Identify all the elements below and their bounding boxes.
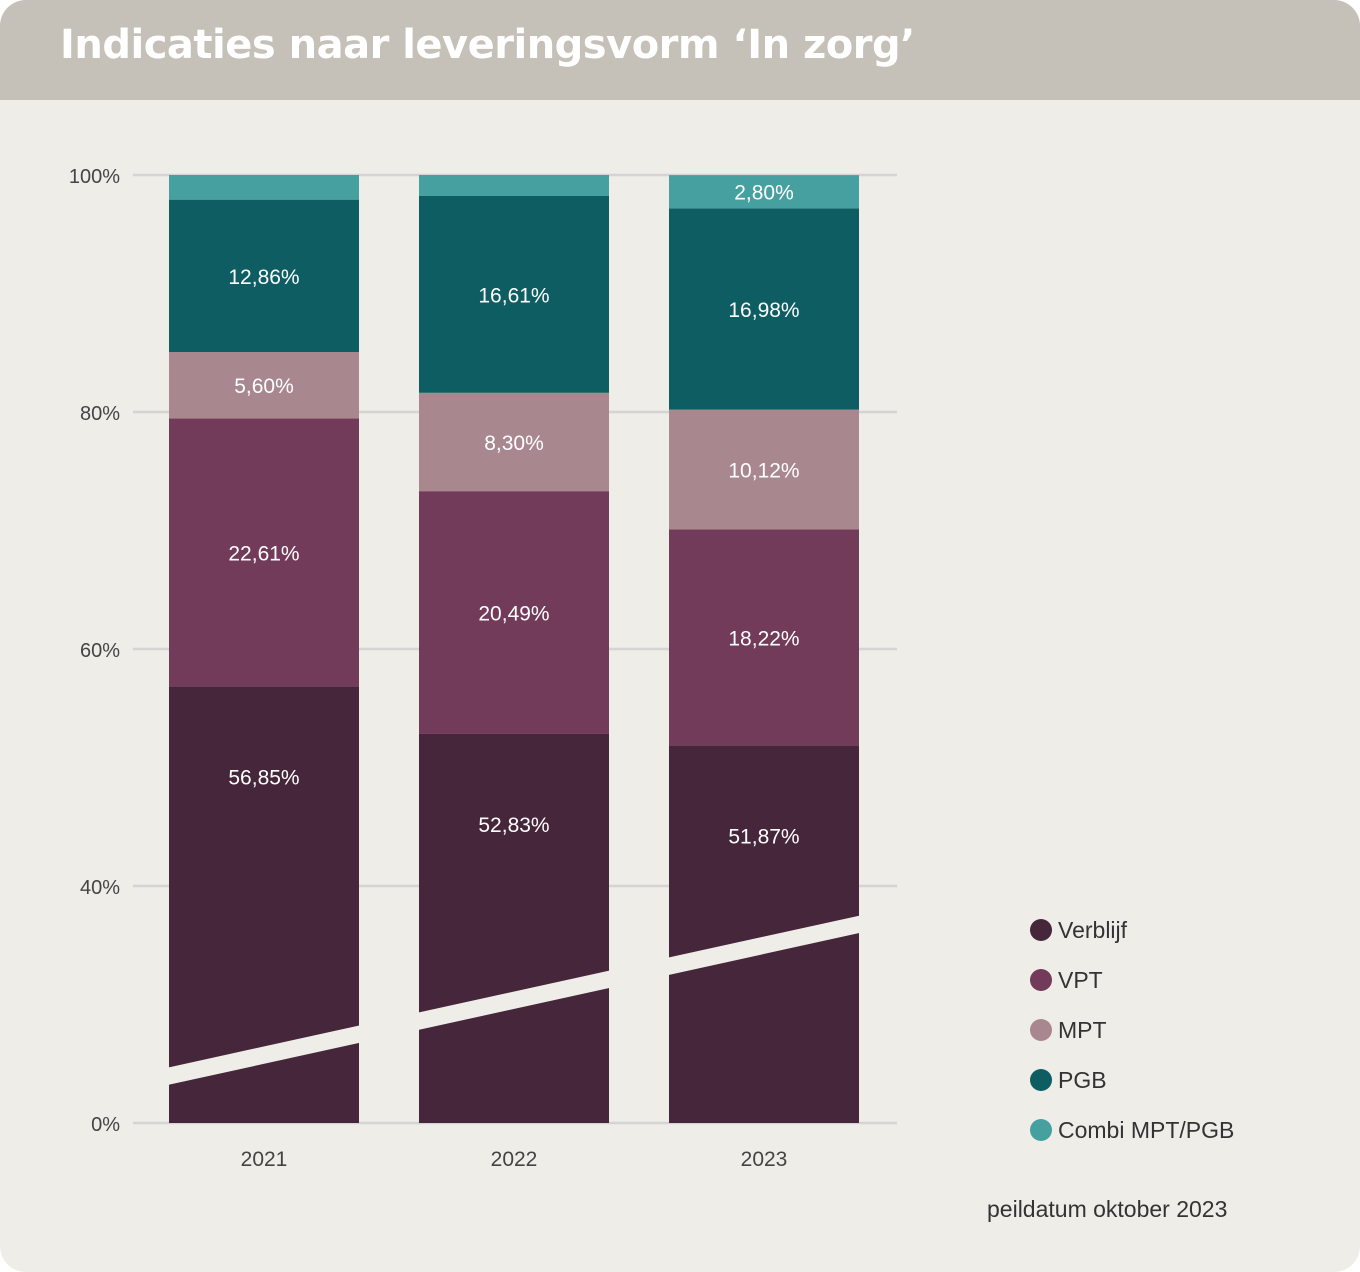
data-label: 22,61% (228, 542, 299, 565)
data-label: 2,80% (734, 182, 794, 205)
bar-segment (419, 491, 609, 734)
y-tick-label: 40% (80, 877, 120, 899)
data-label: 20,49% (478, 603, 549, 626)
legend-label: VPT (1058, 966, 1103, 993)
data-label: 16,61% (478, 284, 549, 307)
bar-segment (419, 733, 609, 1123)
data-label: 10,12% (728, 459, 799, 482)
legend-swatch (1030, 969, 1052, 991)
data-label: 8,30% (484, 432, 544, 455)
data-label: 16,98% (728, 299, 799, 322)
legend-label: Combi MPT/PGB (1058, 1116, 1235, 1143)
legend-item: Verblijf (1030, 905, 1234, 955)
bar-segment (169, 199, 359, 353)
bar-segment (669, 208, 859, 410)
legend-item: PGB (1030, 1055, 1234, 1105)
data-label: 18,22% (728, 627, 799, 650)
bar-segment (419, 175, 609, 196)
data-label: 52,83% (478, 814, 549, 837)
bar-segment (419, 392, 609, 492)
x-tick-label: 2022 (491, 1148, 538, 1171)
bar-segment (419, 195, 609, 393)
data-label: 56,85% (228, 766, 299, 789)
y-tick-label: 100% (69, 166, 120, 188)
x-tick-label: 2023 (741, 1148, 788, 1171)
legend-label: PGB (1058, 1066, 1107, 1093)
footnote: peildatum oktober 2023 (987, 1196, 1228, 1222)
y-tick-label: 80% (80, 403, 120, 425)
legend-item: VPT (1030, 955, 1234, 1005)
legend-swatch (1030, 1119, 1052, 1141)
legend-item: MPT (1030, 1005, 1234, 1055)
data-label: 51,87% (728, 825, 799, 848)
data-label: 12,86% (228, 266, 299, 289)
data-label: 5,60% (234, 375, 294, 398)
bar-segment (169, 352, 359, 419)
legend-swatch (1030, 919, 1052, 941)
y-tick-label: 60% (80, 640, 120, 662)
bar-segment (169, 418, 359, 687)
legend-swatch (1030, 1069, 1052, 1091)
bar-segment (669, 175, 859, 209)
y-tick-label: 0% (91, 1114, 120, 1136)
legend-swatch (1030, 1019, 1052, 1041)
x-tick-label: 2021 (241, 1148, 288, 1171)
legend: Verblijf VPT MPT PGB Combi MPT/PGB (1030, 905, 1234, 1155)
bar-segment (669, 409, 859, 530)
legend-item: Combi MPT/PGB (1030, 1105, 1234, 1155)
axis-break-band (158, 913, 872, 1087)
bar-segment (169, 175, 359, 200)
bar-segment (669, 529, 859, 746)
legend-label: MPT (1058, 1016, 1107, 1043)
title-bar: Indicaties naar leveringsvorm ‘In zorg’ (0, 0, 1360, 100)
legend-label: Verblijf (1058, 916, 1128, 943)
chart-title: Indicaties naar leveringsvorm ‘In zorg’ (60, 22, 915, 68)
